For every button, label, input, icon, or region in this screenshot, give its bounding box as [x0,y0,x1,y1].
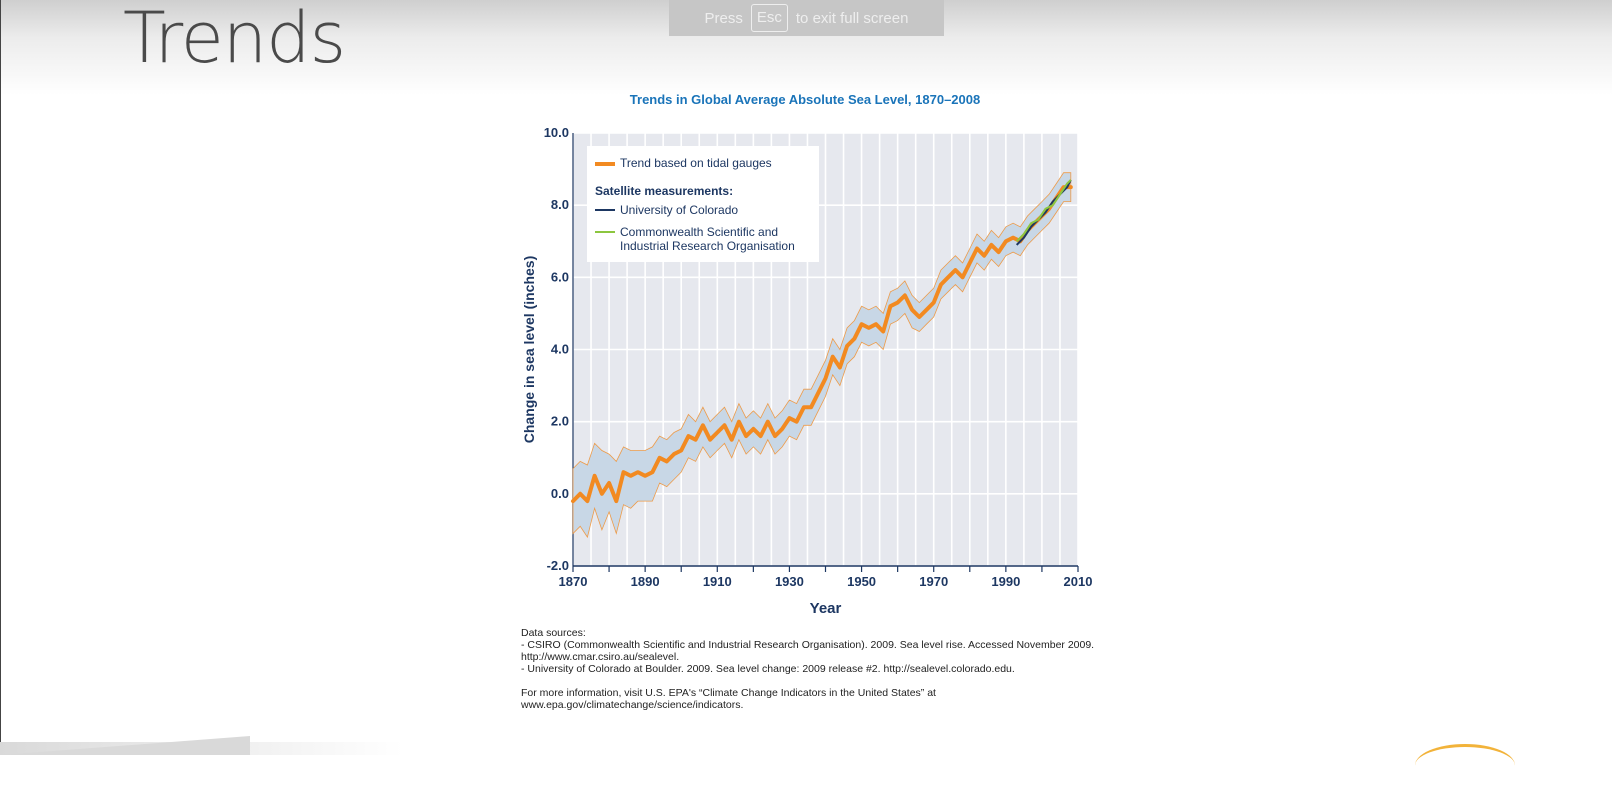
x-axis-label: Year [810,600,842,617]
slide-left-edge [0,0,1,755]
esc-key[interactable]: Esc [750,4,788,32]
x-tick-label: 1990 [991,574,1020,589]
y-tick-label: 0.0 [551,486,569,501]
banner-exit-text: to exit full screen [795,9,909,27]
slide-bottom-decoration [0,742,1612,755]
legend-swatch-trend [595,162,615,166]
y-tick-label: -2.0 [547,558,569,573]
legend-label-csiro: Commonwealth Scientific and Industrial R… [620,225,795,253]
uncertainty-band [572,172,1072,539]
notes-line: Data sources: [521,627,586,639]
y-axis-label: Change in sea level (inches) [521,256,537,444]
chart-title: Trends in Global Average Absolute Sea Le… [629,92,981,107]
x-tick-label: 2010 [1064,574,1093,589]
legend-satellite-header: Satellite measurements: [595,184,734,198]
legend-swatch-colorado [595,209,615,211]
logo-arc-icon [1415,744,1515,787]
legend-label-csiro-line2: Industrial Research Organisation [620,239,795,253]
y-tick-label: 8.0 [551,197,569,212]
notes-line: - CSIRO (Commonwealth Scientific and Ind… [521,639,1095,651]
legend-label-colorado: University of Colorado [620,203,739,217]
legend-item-colorado: University of Colorado [595,203,738,217]
x-tick-label: 1910 [703,574,732,589]
legend-label-csiro-line1: Commonwealth Scientific and [620,225,779,239]
legend-item-csiro: Commonwealth Scientific and Industrial R… [595,225,795,253]
notes-link-epa[interactable]: www.epa.gov/climatechange/science/indica… [521,699,744,711]
series-line-colorado [1015,179,1072,246]
x-tick-label: 1870 [559,574,588,589]
slide-title: Trends [123,0,346,79]
y-tick-label: 2.0 [551,414,569,429]
legend-swatch-csiro [595,231,615,233]
y-tick-label: 6.0 [551,269,569,284]
data-sources-notes: Data sources: - CSIRO (Commonwealth Scie… [521,627,1121,711]
slide-bottom-wedge [0,736,250,755]
series-line-tidal-gauges [571,185,1073,504]
notes-link-csiro[interactable]: http://www.cmar.csiro.au/sealevel. [521,651,680,663]
fullscreen-exit-banner: Press Esc to exit full screen [669,0,944,36]
legend-label-trend: Trend based on tidal gauges [620,156,772,170]
notes-line: For more information, visit U.S. EPA's “… [521,687,936,699]
y-tick-label: 10.0 [544,125,569,140]
x-tick-label: 1950 [847,574,876,589]
x-tick-label: 1890 [631,574,660,589]
x-tick-label: 1930 [775,574,804,589]
series-line-csiro [1015,179,1072,243]
banner-press-text: Press [704,9,743,27]
notes-line: - University of Colorado at Boulder. 200… [521,663,1015,675]
x-tick-label: 1970 [919,574,948,589]
y-tick-label: 4.0 [551,342,569,357]
legend-item-trend: Trend based on tidal gauges [595,156,772,170]
chart-legend: Trend based on tidal gauges Satellite me… [587,146,819,262]
